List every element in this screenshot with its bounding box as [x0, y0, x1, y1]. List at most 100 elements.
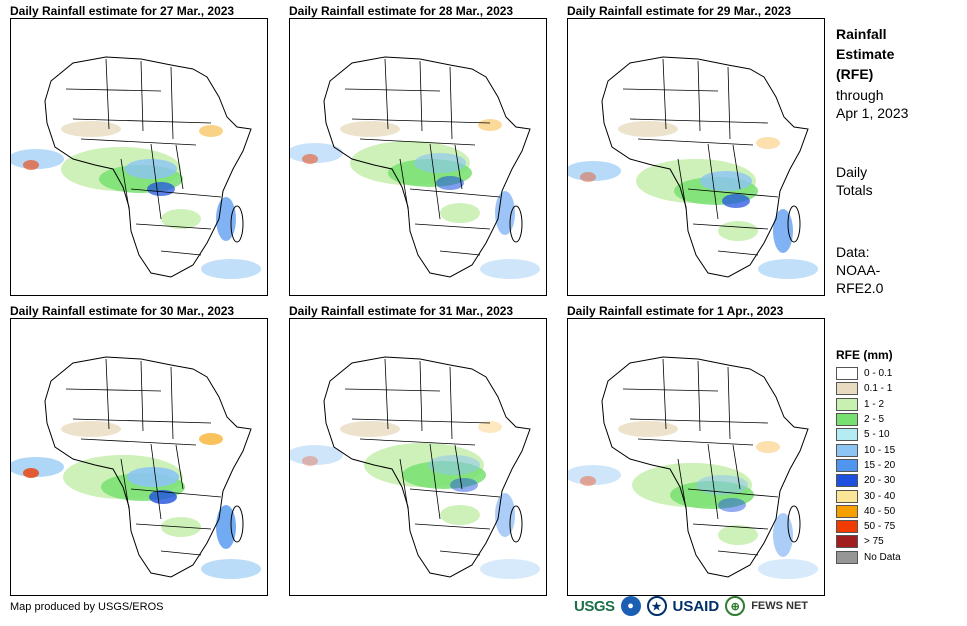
- country-border: [120, 458, 130, 510]
- country-border: [677, 158, 687, 210]
- legend-label: 5 - 10: [864, 429, 890, 441]
- country-border: [454, 144, 463, 190]
- country-border: [637, 438, 754, 446]
- map-canvas: [290, 56, 540, 279]
- country-border: [439, 550, 481, 556]
- country-border: [687, 188, 779, 198]
- legend-swatch: [836, 458, 858, 472]
- country-border: [384, 358, 389, 430]
- country-border: [692, 223, 769, 230]
- legend-item: 15 - 20: [836, 458, 901, 473]
- rainfall-area: [201, 559, 261, 579]
- legend-label: 0.1 - 1: [864, 383, 893, 395]
- country-border: [439, 250, 481, 256]
- country-border: [419, 60, 423, 132]
- rainfall-area: [568, 465, 621, 485]
- panel-title-5: Daily Rainfall estimate for 31 Mar., 202…: [289, 304, 514, 318]
- rainfall-map-1: [10, 18, 268, 296]
- country-border: [160, 250, 202, 256]
- rainfall-area: [478, 119, 502, 131]
- rainfall-map-2: [289, 18, 547, 296]
- totals-line: Totals: [836, 182, 873, 198]
- legend-label: 0 - 0.1: [864, 368, 893, 380]
- country-border: [637, 138, 754, 146]
- through-line: through: [836, 87, 884, 103]
- usgs-logo: USGS: [574, 597, 615, 615]
- rainfall-area: [618, 421, 678, 437]
- rainfall-area: [199, 125, 223, 137]
- continent-outline: [601, 356, 809, 578]
- rainfall-area: [758, 559, 818, 579]
- country-border: [429, 443, 441, 520]
- panel-title-2: Daily Rainfall estimate for 28 Mar., 202…: [289, 4, 514, 18]
- country-border: [175, 444, 184, 490]
- country-border: [697, 60, 701, 132]
- continent-outline: [323, 56, 531, 278]
- rainfall-map-3: [567, 18, 825, 296]
- country-border: [717, 250, 759, 256]
- rainfall-area: [23, 468, 39, 478]
- legend-label: 50 - 75: [864, 521, 896, 533]
- legend-swatch: [836, 397, 858, 411]
- country-border: [80, 438, 197, 446]
- legend-item: 0 - 0.1: [836, 366, 901, 381]
- legend-swatch: [836, 367, 858, 381]
- rainfall-area: [290, 445, 343, 465]
- continent-outline: [323, 356, 531, 578]
- rainfall-area: [718, 221, 758, 241]
- country-border: [687, 488, 779, 498]
- country-border: [105, 58, 110, 130]
- country-border: [677, 458, 687, 510]
- madagascar-outline: [230, 205, 244, 243]
- rainfall-area: [61, 421, 121, 437]
- country-border: [454, 444, 463, 490]
- country-border: [629, 118, 769, 124]
- country-border: [135, 223, 212, 230]
- madagascar-outline: [787, 505, 801, 543]
- rainfall-area: [495, 191, 515, 235]
- country-border: [727, 366, 731, 440]
- legend-item: 5 - 10: [836, 427, 901, 442]
- madagascar-outline: [509, 205, 523, 243]
- country-border: [175, 144, 184, 190]
- country-border: [351, 418, 491, 424]
- country-border: [717, 550, 759, 556]
- country-border: [707, 143, 719, 220]
- legend-label: No Data: [864, 551, 901, 563]
- panel-title-3: Daily Rainfall estimate for 29 Mar., 202…: [567, 4, 792, 18]
- rainfall-area: [480, 559, 540, 579]
- legend-item: > 75: [836, 534, 901, 549]
- rainfall-area: [61, 121, 121, 137]
- country-border: [419, 360, 423, 432]
- country-border: [409, 188, 501, 198]
- country-border: [359, 138, 476, 146]
- data-line: Data:: [836, 244, 870, 260]
- legend-item: 10 - 15: [836, 442, 901, 457]
- legend-label: 40 - 50: [864, 505, 896, 517]
- noaa-logo-icon: ●: [620, 596, 641, 616]
- country-border: [359, 438, 476, 446]
- rainfall-area: [722, 194, 750, 208]
- country-border: [414, 223, 491, 230]
- country-border: [150, 443, 162, 520]
- legend-swatch: [836, 489, 858, 503]
- legend-swatch: [836, 535, 858, 549]
- rainfall-area: [580, 476, 596, 486]
- country-border: [662, 358, 667, 430]
- rainfall-map-6: [567, 318, 825, 596]
- country-border: [170, 66, 174, 140]
- legend-item: 1 - 2: [836, 397, 901, 412]
- country-border: [344, 388, 441, 392]
- rainfall-map-4: [10, 318, 268, 596]
- country-border: [727, 66, 731, 140]
- legend-swatch: [836, 504, 858, 518]
- country-border: [120, 158, 130, 210]
- heading-line: Estimate: [836, 46, 895, 62]
- continent-outline: [44, 356, 252, 578]
- legend-swatch: [836, 520, 858, 534]
- country-border: [692, 523, 769, 530]
- rainfall-area: [201, 259, 261, 279]
- country-border: [140, 60, 144, 132]
- totals-line: Daily: [836, 164, 868, 180]
- legend-label: 1 - 2: [864, 398, 885, 410]
